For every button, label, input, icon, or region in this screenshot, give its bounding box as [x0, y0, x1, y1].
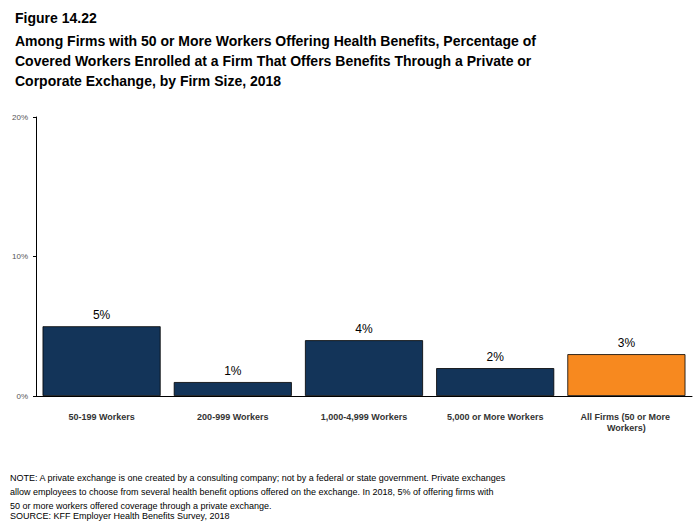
svg-text:10%: 10%	[12, 252, 28, 261]
svg-text:Among Firms with 50 or More Wo: Among Firms with 50 or More Workers Offe…	[15, 33, 540, 49]
svg-text:5,000 or More Workers: 5,000 or More Workers	[447, 412, 543, 422]
svg-text:1%: 1%	[224, 364, 242, 378]
svg-text:20%: 20%	[12, 113, 28, 122]
svg-text:Figure 14.22: Figure 14.22	[15, 10, 97, 26]
svg-text:50 or more workers offered cov: 50 or more workers offered coverage thro…	[10, 501, 271, 511]
svg-text:SOURCE: KFF Employer Health Be: SOURCE: KFF Employer Health Benefits Sur…	[10, 511, 229, 521]
svg-text:200-999 Workers: 200-999 Workers	[197, 412, 268, 422]
svg-text:50-199 Workers: 50-199 Workers	[68, 412, 134, 422]
svg-text:0%: 0%	[16, 392, 28, 401]
svg-text:Covered Workers Enrolled at a: Covered Workers Enrolled at a Firm That …	[15, 53, 535, 69]
svg-text:5%: 5%	[93, 308, 111, 322]
svg-text:2%: 2%	[487, 350, 505, 364]
svg-text:Workers): Workers)	[607, 423, 646, 433]
svg-text:1,000-4,999 Workers: 1,000-4,999 Workers	[321, 412, 407, 422]
svg-text:Corporate Exchange, by Firm Si: Corporate Exchange, by Firm Size, 2018	[15, 73, 281, 89]
svg-text:NOTE: A private exchange is on: NOTE: A private exchange is one created …	[10, 473, 508, 483]
svg-text:allow employees to choose from: allow employees to choose from several h…	[10, 487, 496, 497]
svg-text:All Firms (50 or More: All Firms (50 or More	[580, 412, 672, 422]
svg-text:3%: 3%	[618, 336, 636, 350]
svg-text:4%: 4%	[355, 322, 373, 336]
